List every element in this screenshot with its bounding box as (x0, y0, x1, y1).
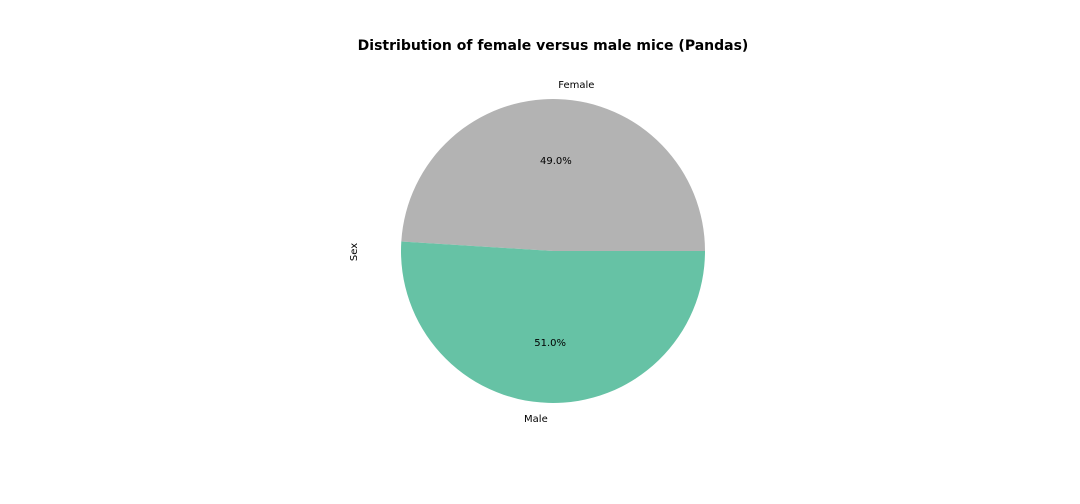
pie-slice-male (400, 241, 705, 404)
percent-label-female: 49.0% (540, 156, 572, 167)
slice-label-female: Female (558, 80, 594, 91)
chart-title: Distribution of female versus male mice … (358, 38, 749, 54)
pie-slices (400, 99, 705, 404)
slice-label-male: Male (524, 414, 548, 425)
pie-labels: Female 49.0% Male 51.0% (524, 80, 594, 425)
pie-slice-female (401, 99, 705, 251)
percent-label-male: 51.0% (534, 338, 566, 349)
y-axis-label: Sex (349, 243, 360, 261)
